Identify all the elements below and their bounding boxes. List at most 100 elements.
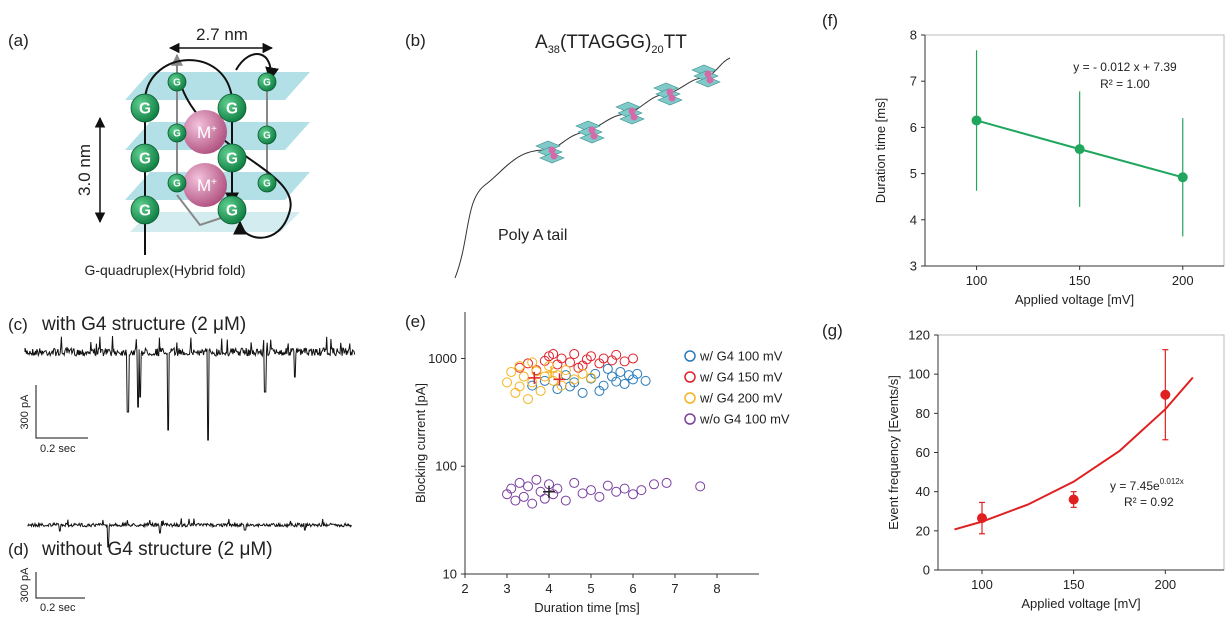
scale-bar [35, 572, 85, 599]
scale-x-label: 0.2 sec [40, 602, 76, 614]
x-tick-label: 6 [629, 581, 636, 596]
y-tick-label: 7 [910, 74, 917, 89]
guanine-label: G [226, 101, 238, 118]
x-axis-title: Applied voltage [mV] [1015, 292, 1134, 307]
ion [704, 70, 712, 78]
panel-label: (a) [8, 31, 29, 50]
chart: (e) 2 3 4 5 6 7 8 10 100 1000 Duration time [ms] Blo… [405, 312, 790, 615]
x-axis-title: Applied voltage [mV] [1021, 596, 1140, 611]
legend-label: w/ G4 100 mV [699, 349, 783, 364]
x-tick-label: 4 [545, 581, 552, 596]
point [577, 488, 588, 499]
point [602, 480, 613, 491]
y-tick-label: 0 [923, 563, 930, 578]
point [502, 377, 512, 388]
x-tick-label: 200 [1154, 577, 1176, 592]
legend-swatch [684, 350, 696, 362]
point [560, 365, 571, 376]
y-tick-label: 3 [910, 259, 917, 274]
point [619, 483, 630, 494]
y-tick-label: 100 [908, 367, 930, 382]
point [539, 375, 550, 386]
point [619, 378, 630, 389]
guanine-label: G [173, 179, 181, 190]
point [594, 491, 605, 502]
scale-y-label: 300 pA [19, 567, 31, 603]
panel-title: with G4 structure (2 μM) [41, 314, 246, 335]
point [523, 481, 533, 492]
x-axis-title: Duration time [ms] [534, 600, 639, 615]
y-tick-label: 10 [443, 567, 457, 582]
point [514, 361, 525, 372]
point [569, 374, 580, 385]
point [560, 370, 571, 381]
point [514, 381, 525, 392]
point [628, 353, 638, 364]
guanine-label: G [173, 78, 181, 89]
point [506, 483, 517, 494]
point [586, 372, 596, 383]
panel-label: (d) [8, 540, 29, 559]
point [577, 387, 588, 398]
legend-swatch [684, 413, 696, 425]
panel-b: (b) A38(TTAGGG)20TT Poly A tail [405, 31, 731, 279]
point [531, 474, 542, 485]
guanine-label: G [263, 131, 271, 142]
guanine [130, 93, 160, 123]
ion [183, 163, 227, 207]
x-tick-label: 100 [966, 273, 988, 288]
point [611, 349, 622, 360]
guanine-label: G [139, 151, 151, 168]
point [619, 356, 630, 367]
point [1074, 144, 1085, 155]
point [527, 357, 538, 368]
guanine [167, 173, 187, 193]
y-tick-label: 20 [916, 523, 930, 538]
x-tick-label: 150 [1063, 577, 1085, 592]
guanine [130, 143, 160, 173]
guanine [217, 143, 247, 173]
point [636, 485, 647, 496]
point [523, 394, 533, 405]
point [632, 368, 643, 379]
point [527, 380, 538, 391]
mean-marker [543, 485, 555, 498]
y-tick-label: 40 [916, 484, 930, 499]
point [569, 477, 580, 488]
point [615, 366, 626, 377]
point [560, 495, 571, 506]
height-label: 3.0 nm [75, 144, 94, 196]
guanine [167, 72, 187, 92]
annotation: y = 7.45e0.012x [1110, 477, 1184, 493]
point [510, 495, 521, 506]
point [649, 479, 659, 490]
y-tick-label: 4 [910, 212, 917, 227]
panel-label: (f) [822, 11, 838, 30]
y-axis-title: Duration time [ms] [873, 98, 888, 203]
guanine [167, 123, 187, 143]
ion-label: M+ [197, 123, 217, 142]
legend-label: w/ G4 200 mV [699, 391, 783, 406]
y-tick-label: 80 [916, 406, 930, 421]
panel-title: without G4 structure (2 μM) [41, 539, 273, 560]
point [531, 366, 542, 377]
ion [706, 76, 714, 84]
point [602, 363, 613, 374]
point [552, 359, 563, 370]
point [514, 477, 525, 488]
x-tick-label: 100 [971, 577, 993, 592]
point [577, 368, 588, 379]
point [518, 371, 529, 382]
annotation: y = - 0.012 x + 7.39 [1073, 60, 1177, 74]
current-trace [24, 335, 356, 441]
point [539, 493, 550, 504]
x-tick-label: 200 [1172, 273, 1194, 288]
point [977, 513, 987, 524]
guanine [257, 72, 277, 92]
scale-bar [35, 385, 88, 439]
point [569, 349, 580, 360]
point [695, 481, 706, 492]
guanine [130, 195, 160, 225]
ion [550, 152, 558, 160]
y-tick-label: 60 [916, 445, 930, 460]
